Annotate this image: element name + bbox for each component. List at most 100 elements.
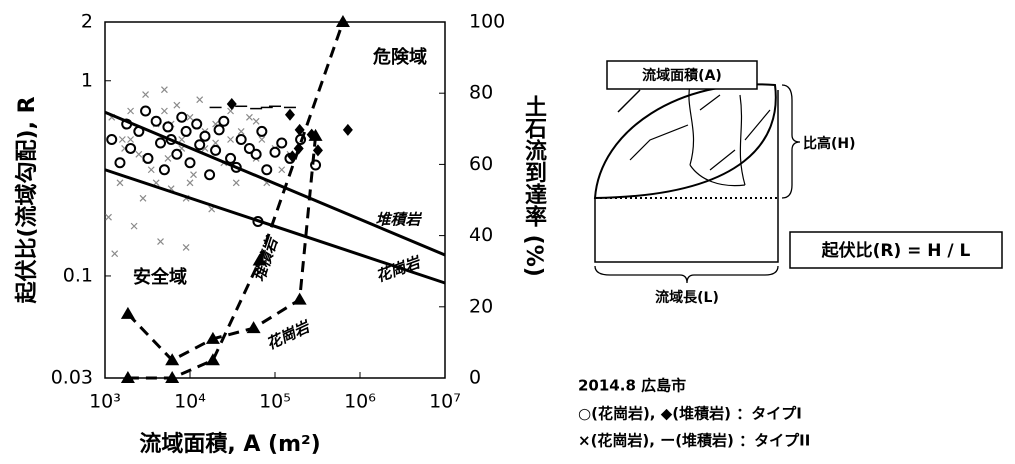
point-x: [106, 214, 112, 220]
y2-axis-title: 土石流到達率 (%): [521, 95, 548, 277]
point-x: [233, 180, 239, 186]
point-circle: [252, 150, 261, 159]
point-x: [161, 87, 167, 93]
x-tick-label: 10³: [89, 391, 121, 413]
point-circle: [211, 146, 220, 155]
x-axis-title: 流域面積, A (m²): [139, 431, 320, 457]
note: 2014.8 広島市: [578, 377, 686, 395]
point-circle: [200, 132, 209, 141]
point-triangle: [336, 15, 350, 27]
note: ×(花崗岩), ー(堆積岩) ：タイプII: [578, 432, 810, 450]
point-circle: [192, 120, 201, 129]
point-x: [128, 137, 134, 143]
point-triangle: [247, 321, 261, 333]
point-circle: [156, 138, 165, 147]
y2-tick-label: 60: [469, 153, 493, 175]
point-circle: [237, 135, 246, 144]
point-x: [174, 102, 180, 108]
annotation: 堆積岩: [375, 211, 422, 229]
y2-tick-label: 40: [469, 224, 493, 246]
y-tick-label: 2: [81, 11, 93, 33]
section: [595, 90, 778, 262]
y2-tick-label: 0: [469, 367, 481, 389]
y-axis-title: 起伏比(流域勾配), R: [14, 96, 40, 304]
y2-tick-label: 20: [469, 295, 493, 317]
point-x: [119, 137, 125, 143]
basin-shape: [595, 84, 776, 198]
diagram-label: 流域面積(A): [642, 67, 722, 84]
x-tick-label: 10⁵: [259, 391, 291, 413]
point-x: [165, 155, 171, 161]
point-circle: [152, 117, 161, 126]
point-circle: [107, 135, 116, 144]
point-triangle: [206, 353, 220, 365]
river: [630, 85, 770, 186]
point-x: [253, 118, 259, 124]
point-diamond: [285, 109, 295, 121]
point-x: [143, 92, 149, 98]
annotation: 安全域: [133, 266, 187, 288]
point-x: [238, 128, 244, 134]
note: ○(花崗岩), ◆(堆積岩) ：タイプI: [578, 405, 802, 423]
point-circle: [143, 154, 152, 163]
y2-tick-label: 80: [469, 82, 493, 104]
y-tick-label: 0.03: [51, 367, 93, 389]
point-circle: [160, 165, 169, 174]
point-circle: [257, 127, 266, 136]
point-circle: [262, 165, 271, 174]
point-circle: [277, 138, 286, 147]
point-circle: [115, 158, 124, 167]
point-triangle: [293, 293, 307, 305]
point-circle: [141, 106, 150, 115]
point-x: [259, 137, 265, 143]
x-tick-label: 10⁶: [344, 391, 376, 413]
x-tick-label: 10⁴: [174, 391, 206, 413]
annotation: 堆積岩: [250, 234, 282, 284]
annotation: 花崗岩: [264, 317, 314, 353]
brace: [782, 85, 800, 198]
point-circle: [205, 170, 214, 179]
diagram-formula: 起伏比(R) = H / L: [821, 240, 971, 261]
plot-frame: [105, 22, 445, 378]
point-x: [187, 180, 193, 186]
point-x: [183, 244, 189, 250]
point-x: [279, 167, 285, 173]
point-circle: [271, 148, 280, 157]
point-x: [179, 137, 185, 143]
leader: [618, 90, 640, 112]
page: 起伏比(流域勾配), R 流域面積, A (m²) 土石流到達率 (%) 201…: [0, 0, 1015, 464]
y-tick-label: 0.1: [63, 264, 93, 286]
point-circle: [177, 113, 186, 122]
point-circle: [163, 122, 172, 131]
point-x: [117, 180, 123, 186]
point-x: [161, 108, 167, 114]
point-x: [140, 195, 146, 201]
diagram-label: 比高(H): [803, 135, 856, 152]
point-x: [158, 239, 164, 245]
brace: [595, 266, 778, 283]
point-circle: [126, 144, 135, 153]
y2-tick-label: 100: [469, 11, 505, 33]
point-x: [197, 97, 203, 103]
point-x: [112, 251, 118, 257]
annotation: 危険域: [372, 46, 427, 68]
x-tick-label: 10⁷: [429, 391, 461, 413]
annotation: 花崗岩: [374, 253, 424, 286]
point-x: [246, 114, 252, 120]
point-circle: [226, 154, 235, 163]
point-circle: [195, 140, 204, 149]
point-x: [228, 137, 234, 143]
point-circle: [215, 125, 224, 134]
point-x: [187, 114, 193, 120]
point-diamond: [343, 124, 353, 136]
point-circle: [219, 117, 228, 126]
point-x: [136, 151, 142, 157]
point-x: [148, 167, 154, 173]
point-triangle: [121, 307, 135, 319]
y-tick-label: 1: [81, 69, 93, 91]
point-circle: [172, 150, 181, 159]
diagram-label: 流域長(L): [655, 289, 719, 306]
point-x: [128, 108, 134, 114]
point-x: [191, 172, 197, 178]
point-circle: [186, 158, 195, 167]
